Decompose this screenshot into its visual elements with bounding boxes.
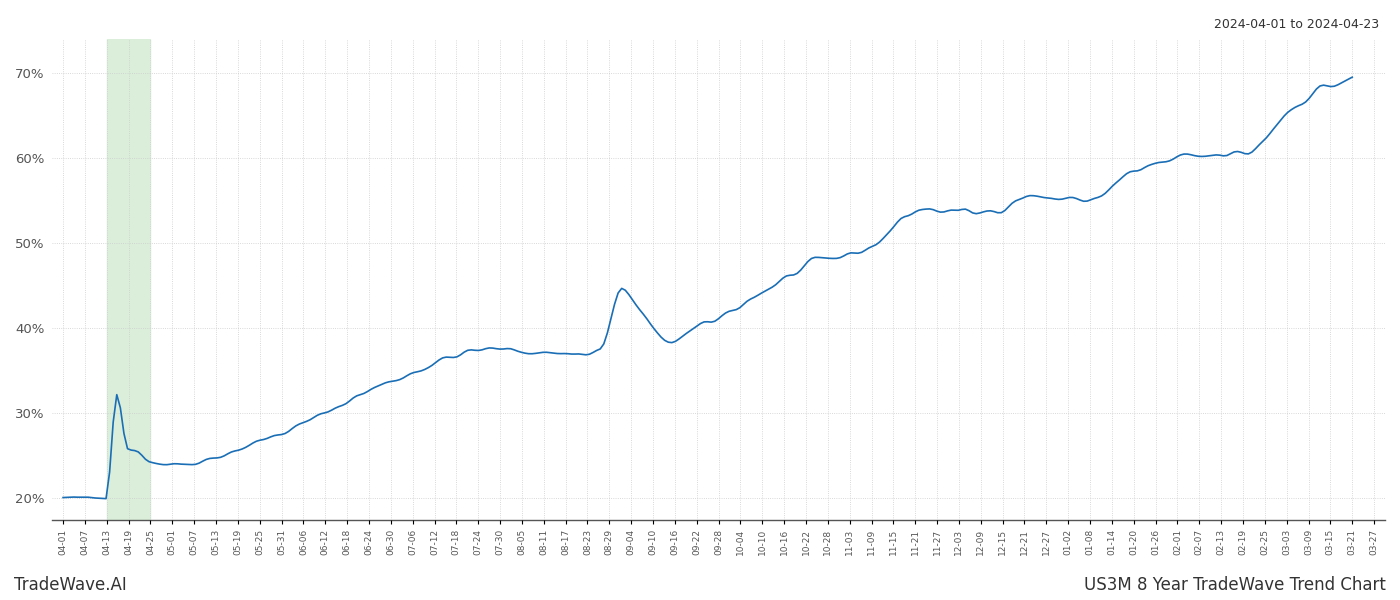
Text: TradeWave.AI: TradeWave.AI <box>14 576 127 594</box>
Bar <box>106 39 150 520</box>
Text: US3M 8 Year TradeWave Trend Chart: US3M 8 Year TradeWave Trend Chart <box>1084 576 1386 594</box>
Text: 2024-04-01 to 2024-04-23: 2024-04-01 to 2024-04-23 <box>1214 18 1379 31</box>
